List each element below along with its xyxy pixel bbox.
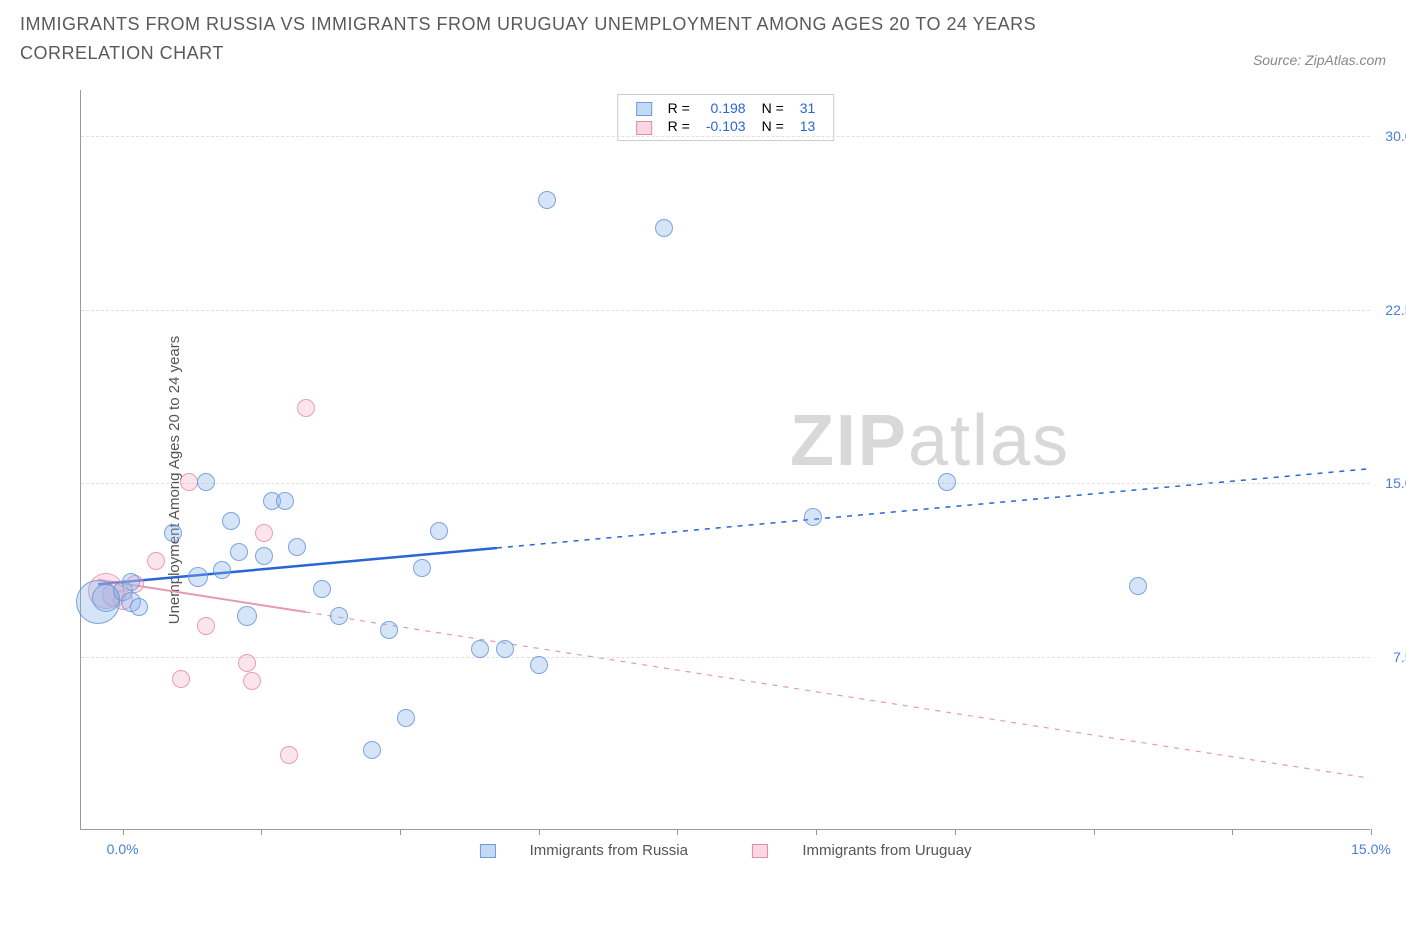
y-tick-label: 7.5%: [1393, 649, 1406, 665]
legend-swatch-uruguay: [752, 844, 768, 858]
x-tick-label: 15.0%: [1351, 841, 1391, 857]
correlation-legend: R = 0.198 N = 31 R = -0.103 N = 13: [617, 94, 835, 141]
trend-lines: [81, 90, 1370, 829]
data-point: [172, 670, 190, 688]
data-point: [1129, 577, 1147, 595]
plot-area: ZIPatlas R = 0.198 N = 31 R = -0.103 N =…: [80, 90, 1370, 830]
x-tick: [955, 829, 956, 835]
data-point: [413, 559, 431, 577]
x-tick: [1094, 829, 1095, 835]
x-tick: [677, 829, 678, 835]
data-point: [147, 552, 165, 570]
data-point: [530, 656, 548, 674]
swatch-uruguay: [636, 121, 652, 135]
y-tick-label: 15.0%: [1385, 475, 1406, 491]
x-tick: [400, 829, 401, 835]
data-point: [496, 640, 514, 658]
data-point: [164, 524, 182, 542]
data-point: [430, 522, 448, 540]
y-tick-label: 30.0%: [1385, 128, 1406, 144]
x-tick-label: 0.0%: [107, 841, 139, 857]
x-tick: [123, 829, 124, 835]
source-label: Source: ZipAtlas.com: [1253, 52, 1386, 68]
data-point: [804, 508, 822, 526]
y-tick-label: 22.5%: [1385, 302, 1406, 318]
gridline: [81, 136, 1370, 137]
data-point: [938, 473, 956, 491]
data-point: [313, 580, 331, 598]
series-legend: Immigrants from Russia Immigrants from U…: [449, 842, 1001, 859]
watermark: ZIPatlas: [790, 400, 1070, 482]
x-tick: [1371, 829, 1372, 835]
gridline: [81, 657, 1370, 658]
data-point: [238, 654, 256, 672]
data-point: [222, 512, 240, 530]
legend-swatch-russia: [479, 844, 495, 858]
data-point: [538, 191, 556, 209]
data-point: [255, 524, 273, 542]
chart-container: Unemployment Among Ages 20 to 24 years Z…: [50, 90, 1390, 870]
data-point: [297, 399, 315, 417]
data-point: [197, 473, 215, 491]
data-point: [363, 741, 381, 759]
data-point: [288, 538, 306, 556]
data-point: [243, 672, 261, 690]
data-point: [380, 621, 398, 639]
data-point: [230, 543, 248, 561]
data-point: [122, 573, 140, 591]
swatch-russia: [636, 102, 652, 116]
chart-title: IMMIGRANTS FROM RUSSIA VS IMMIGRANTS FRO…: [20, 10, 1120, 68]
data-point: [397, 709, 415, 727]
gridline: [81, 483, 1370, 484]
data-point: [213, 561, 231, 579]
data-point: [188, 567, 208, 587]
data-point: [255, 547, 273, 565]
x-tick: [1232, 829, 1233, 835]
x-tick: [261, 829, 262, 835]
data-point: [180, 473, 198, 491]
x-tick: [539, 829, 540, 835]
x-tick: [816, 829, 817, 835]
data-point: [276, 492, 294, 510]
data-point: [237, 606, 257, 626]
gridline: [81, 310, 1370, 311]
data-point: [330, 607, 348, 625]
data-point: [471, 640, 489, 658]
data-point: [130, 598, 148, 616]
data-point: [280, 746, 298, 764]
data-point: [655, 219, 673, 237]
data-point: [197, 617, 215, 635]
